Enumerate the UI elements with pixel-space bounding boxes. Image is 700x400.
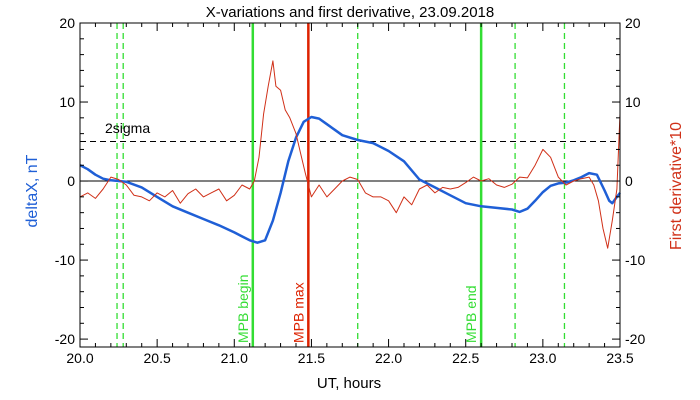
x-tick-label: 21.5 [298, 350, 325, 366]
y-axis-label-right: First derivative*10 [668, 122, 685, 250]
y-tick-label-right: -20 [625, 331, 645, 347]
x-tick-label: 21.0 [221, 350, 248, 366]
x-tick-label: 23.5 [606, 350, 633, 366]
y-tick-label-left: -20 [55, 331, 75, 347]
axes: MPB begin MPB max MPB end 20.0 20.5 21.0 21.5 2… [55, 15, 646, 366]
x-tick-label: 23.0 [529, 350, 556, 366]
x-tick-label: 22.5 [452, 350, 479, 366]
x-tick-label: 22.0 [375, 350, 402, 366]
chart-title: X-variations and first derivative, 23.09… [206, 4, 495, 21]
x-tick-label: 20.5 [144, 350, 171, 366]
y-tick-label-right: 20 [625, 15, 641, 31]
y-tick-label-left: 10 [59, 94, 75, 110]
marker-label: MPB end [463, 285, 479, 343]
plot-area [79, 23, 621, 347]
series-line [79, 115, 621, 244]
y-tick-label-left: 0 [67, 173, 75, 189]
sigma-label: 2sigma [105, 120, 150, 136]
y-tick-label-left: -10 [55, 252, 75, 268]
y-tick-label-right: 10 [625, 94, 641, 110]
plot-frame [79, 22, 621, 348]
x-axis-label: UT, hours [317, 375, 381, 392]
marker-label: MPB begin [235, 275, 251, 343]
y-axis-label-left: deltaX, nT [24, 154, 41, 227]
y-tick-label-right: -10 [625, 252, 645, 268]
marker-label: MPB max [290, 282, 306, 343]
y-tick-label-right: 0 [625, 173, 633, 189]
y-tick-label-left: 20 [59, 15, 75, 31]
x-tick-label: 20.0 [66, 350, 93, 366]
series-line [79, 60, 621, 249]
